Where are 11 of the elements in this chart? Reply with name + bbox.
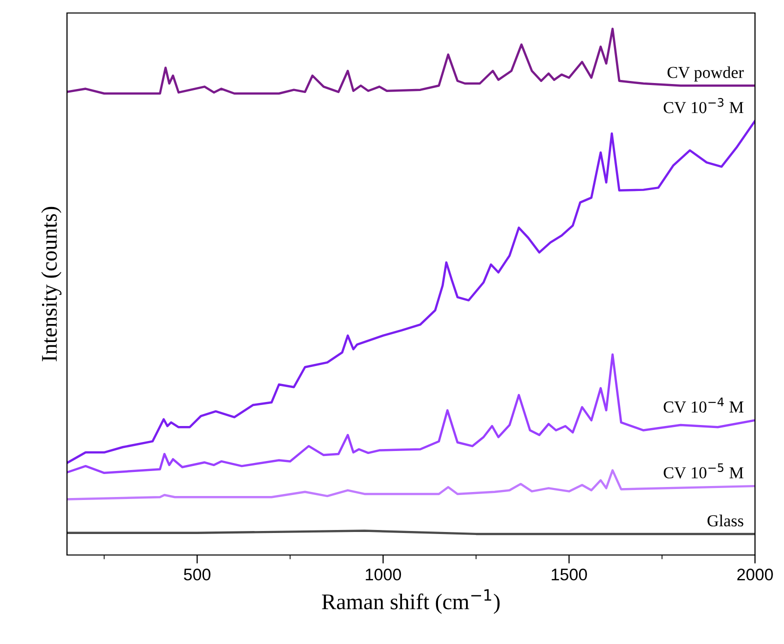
x-tick-label: 1500 bbox=[552, 568, 587, 580]
series-label: CV 10$^{−4}$ M bbox=[664, 398, 744, 413]
x-axis-title: Raman shift (cm$^{−1}$) bbox=[322, 589, 500, 614]
x-tick-label: 2000 bbox=[737, 568, 773, 580]
series-label: CV 10$^{−3}$ M bbox=[664, 98, 744, 114]
y-axis-title: Intensity (counts) bbox=[41, 206, 62, 362]
x-tick-label: 500 bbox=[184, 568, 210, 580]
x-tick-label: 1000 bbox=[366, 568, 401, 580]
series-label: CV 10$^{−5}$ M bbox=[664, 463, 744, 478]
series-label: CV powder bbox=[668, 66, 744, 82]
series-label: Glass bbox=[708, 514, 744, 526]
